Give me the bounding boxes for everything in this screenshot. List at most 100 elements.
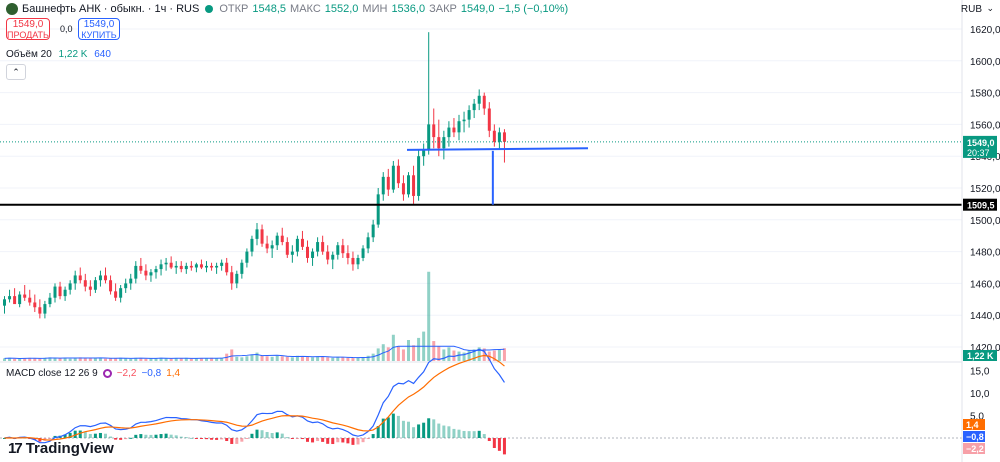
candle-body [154,269,158,273]
macd-hist-bar [265,431,269,438]
macd-hist-bar [280,433,284,438]
macd-label-text: −2,2 [966,444,984,454]
volume-bar [457,351,461,361]
macd-hist-bar [457,429,461,438]
volume-bar [63,357,67,361]
tradingview-name: TradingView [25,440,114,457]
macd-hist-bar [306,438,309,442]
candle-body [437,137,441,149]
macd-hist-bar [376,426,380,438]
macd-hist-bar [351,438,355,445]
volume-bar [174,358,178,361]
candle-body [114,291,118,298]
chevron-down-icon[interactable]: ⌄ [986,3,994,13]
volume-pane [0,271,962,363]
volume-bar [427,271,431,361]
candle-body [63,289,67,297]
volume-bar [109,358,113,361]
candle-body [270,245,274,249]
volume-bar [280,356,284,361]
macd-tick-label: 10,0 [970,389,990,400]
candle-body [492,130,496,142]
macd-title: MACD close 12 26 9 [6,368,98,379]
macd-hist-bar [361,438,365,443]
macd-pane[interactable] [0,348,962,455]
symbol-title[interactable]: Башнефть АНК · обыкн. · 1ч · RUS [22,3,200,15]
volume-bar [300,356,304,361]
candle-body [391,165,395,190]
macd-line-value: −0,8 [141,368,162,379]
price-tick-label: 1460,0 [970,279,1000,290]
spread-value: 0,0 [60,24,73,34]
macd-hist-bar [326,438,330,444]
volume-bar [189,358,193,361]
candle-body [210,265,214,268]
symbol-legend[interactable]: Башнефть АНК · обыкн. · 1ч · RUS ОТКР 154… [6,3,568,15]
volume-bar [472,349,476,361]
sell-button[interactable]: 1549,0 ПРОДАТЬ [6,18,50,40]
volume-bar [462,352,466,361]
volume-bar [184,357,188,361]
volume-bar [477,347,481,361]
volume-value: 1,22 K [58,49,88,60]
close-label: ЗАКР [429,3,457,15]
candle-body [316,242,320,252]
price-pane[interactable] [3,32,506,319]
macd-signal-value: 1,4 [166,368,181,379]
buy-button[interactable]: 1549,0 КУПИТЬ [78,18,120,40]
macd-hist-bar [38,438,42,442]
drawings[interactable] [0,141,962,206]
macd-hist-bar [432,419,436,438]
candle-body [159,264,163,270]
volume-bar [290,357,294,361]
macd-hist-bar [83,432,87,438]
candle-body [3,299,6,306]
candle-body [225,262,229,273]
candle-body [23,294,27,298]
price-label-text: 1549,0 [967,138,995,148]
macd-hist-bar [245,438,249,439]
volume-bar [220,358,224,361]
volume-bar [316,356,320,361]
candle-body [472,103,476,111]
price-grid [0,28,962,348]
macd-legend[interactable]: MACD close 12 26 9 −2,2 −0,8 1,4 [6,368,180,379]
volume-bar [492,350,496,361]
candle-body [58,286,62,297]
candle-body [109,280,113,292]
volume-bar [341,357,345,361]
price-tick-label: 1580,0 [970,89,1000,100]
tradingview-logo[interactable]: 17 TradingView [8,440,114,457]
price-label-box [963,198,997,211]
volume-bar [43,357,47,361]
macd-hist-bar [124,438,128,440]
volume-legend[interactable]: Объём 20 1,22 K 640 [6,49,111,60]
candle-body [285,242,289,255]
macd-hist-value: −2,2 [116,368,137,379]
macd-hist-bar [260,430,264,438]
macd-hist-bar [174,435,178,438]
currency-selector[interactable]: RUB [960,4,982,15]
macd-hist-bar [144,434,148,438]
volume-bar [58,358,62,361]
candle-body [250,238,254,252]
macd-hist-bar [427,418,431,438]
candle-body [477,95,481,104]
macd-hist-bar [33,438,37,440]
macd-tick-label: 15,0 [970,367,990,378]
candle-body [346,253,350,258]
volume-bar [38,358,42,361]
candle-body [235,273,239,284]
candle-body [98,275,102,281]
buy-price: 1549,0 [83,19,115,30]
price-axis[interactable]: 1620,01600,01580,01560,01540,01520,01500… [961,0,1000,462]
macd-hist-bar [366,438,370,439]
candle-body [497,132,501,142]
collapse-legend-button[interactable]: ⌃ [6,64,26,80]
open-value: 1548,5 [252,3,287,15]
volume-bar [53,358,57,361]
volume-bar [129,358,133,361]
candle-body [93,280,97,290]
candle-body [265,243,269,249]
